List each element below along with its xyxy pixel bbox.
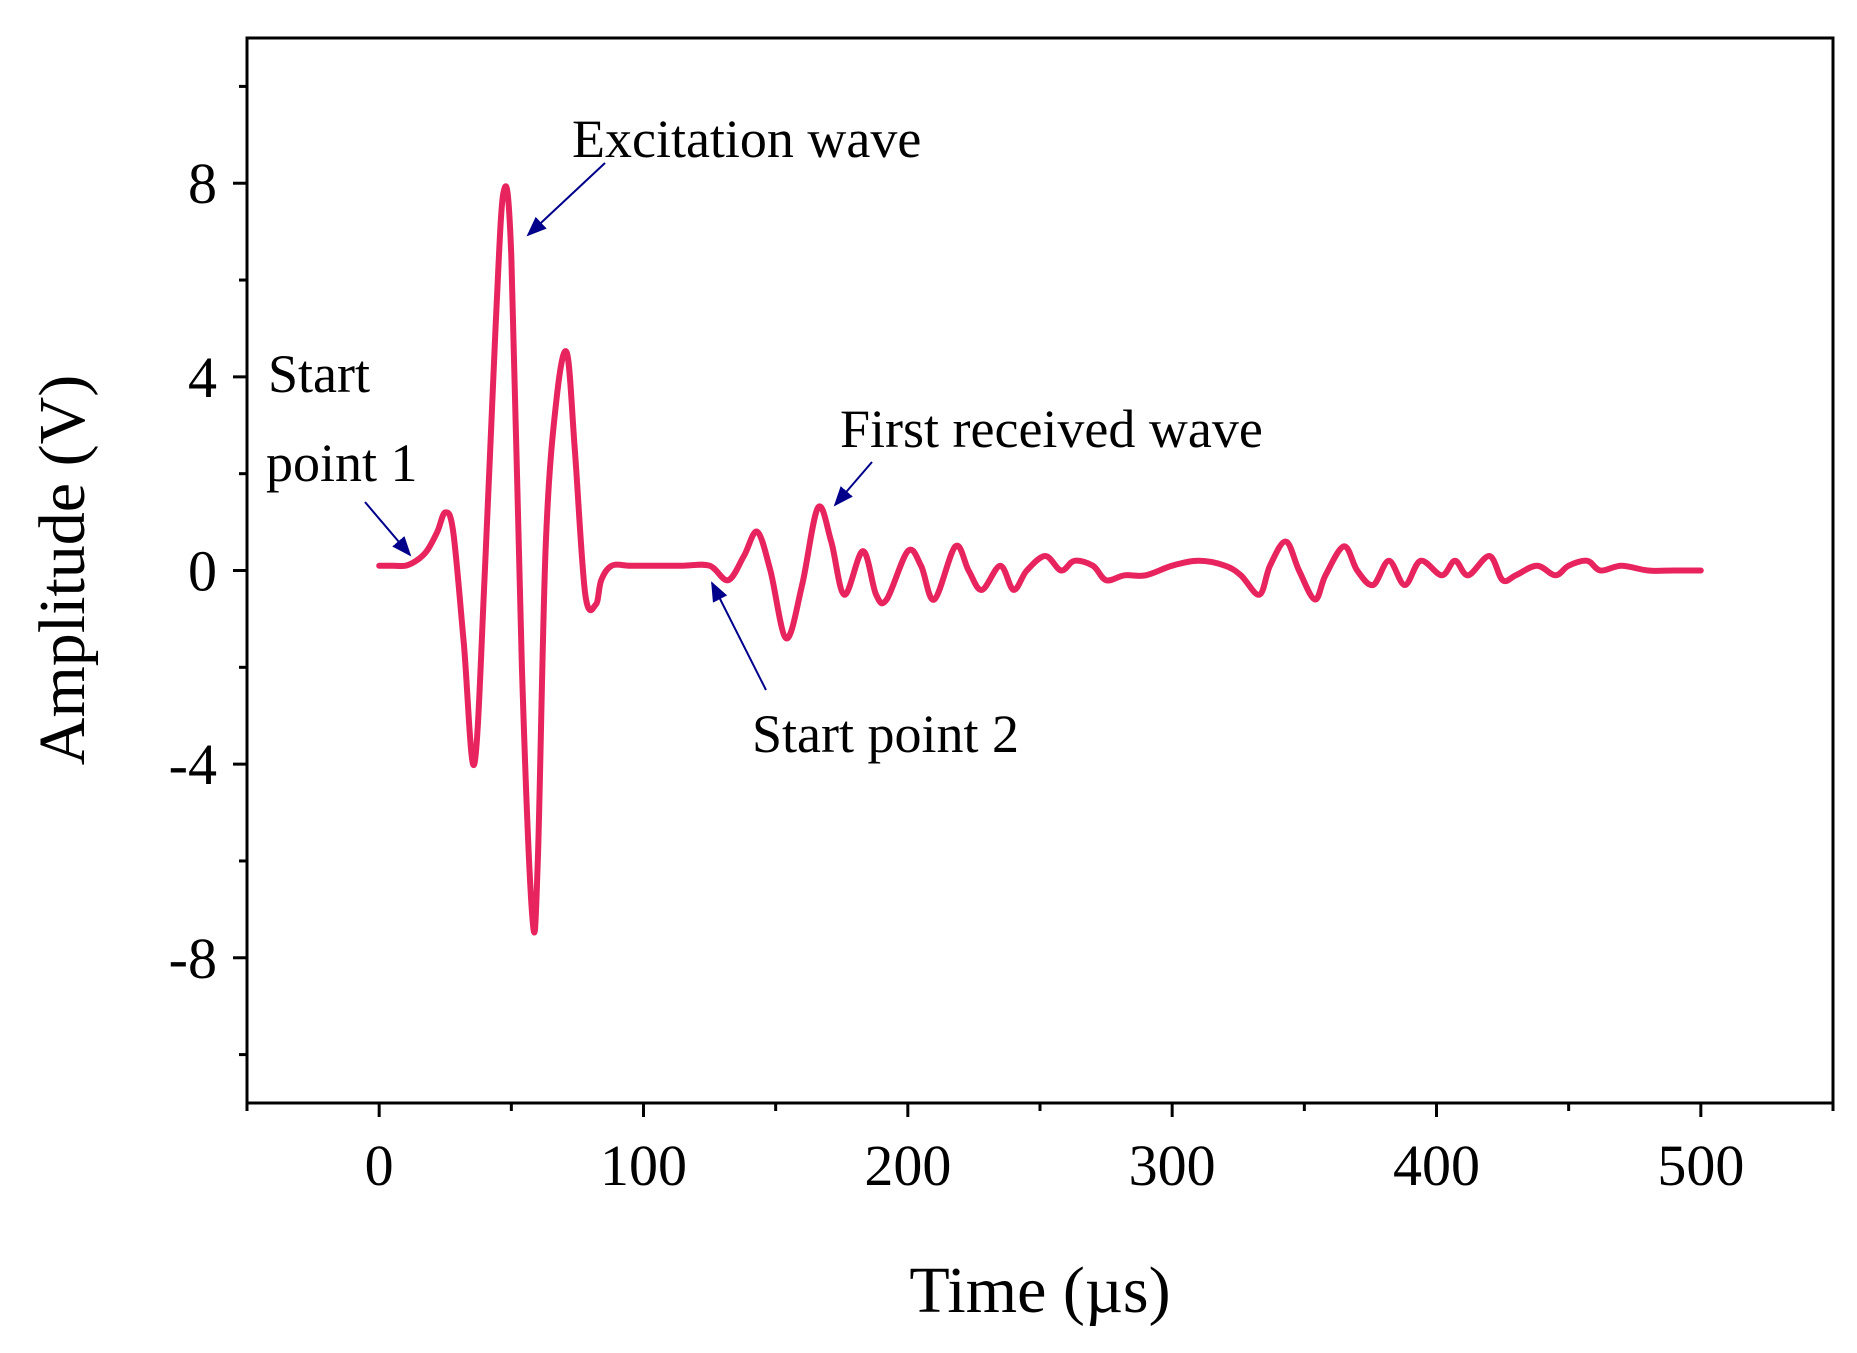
y-tick-label: -8 xyxy=(169,926,217,991)
x-axis-title: Time (µs) xyxy=(909,1254,1170,1327)
y-axis-ticks: -8 -4 0 4 8 xyxy=(169,84,247,1057)
annotation-start-point-1-line1: Start xyxy=(268,344,370,404)
x-tick-label: 300 xyxy=(1129,1133,1216,1198)
annotation-excitation-wave: Excitation wave xyxy=(572,109,921,169)
annotation-start-point-1-line2: point 1 xyxy=(266,433,418,493)
y-tick-label: -4 xyxy=(169,732,217,797)
start-point-1-arrow xyxy=(364,501,412,557)
x-tick-label: 500 xyxy=(1657,1133,1744,1198)
start-point-2-arrow xyxy=(711,581,767,691)
annotation-first-received-wave: First received wave xyxy=(840,399,1263,459)
y-tick-label: 4 xyxy=(188,345,217,410)
y-tick-label: 0 xyxy=(188,539,217,604)
annotation-arrows xyxy=(364,162,873,691)
x-tick-label: 0 xyxy=(365,1133,394,1198)
y-axis-title: Amplitude (V) xyxy=(26,375,99,765)
x-tick-label: 100 xyxy=(600,1133,687,1198)
x-tick-label: 200 xyxy=(864,1133,951,1198)
annotation-start-point-2: Start point 2 xyxy=(752,704,1019,764)
y-tick-label: 8 xyxy=(188,151,217,216)
excitation-wave-arrow xyxy=(526,162,606,237)
x-axis-ticks: 0 100 200 300 400 500 xyxy=(245,1103,1835,1198)
signal-line xyxy=(376,183,1704,936)
first-received-wave-arrow xyxy=(833,461,873,507)
x-tick-label: 400 xyxy=(1393,1133,1480,1198)
